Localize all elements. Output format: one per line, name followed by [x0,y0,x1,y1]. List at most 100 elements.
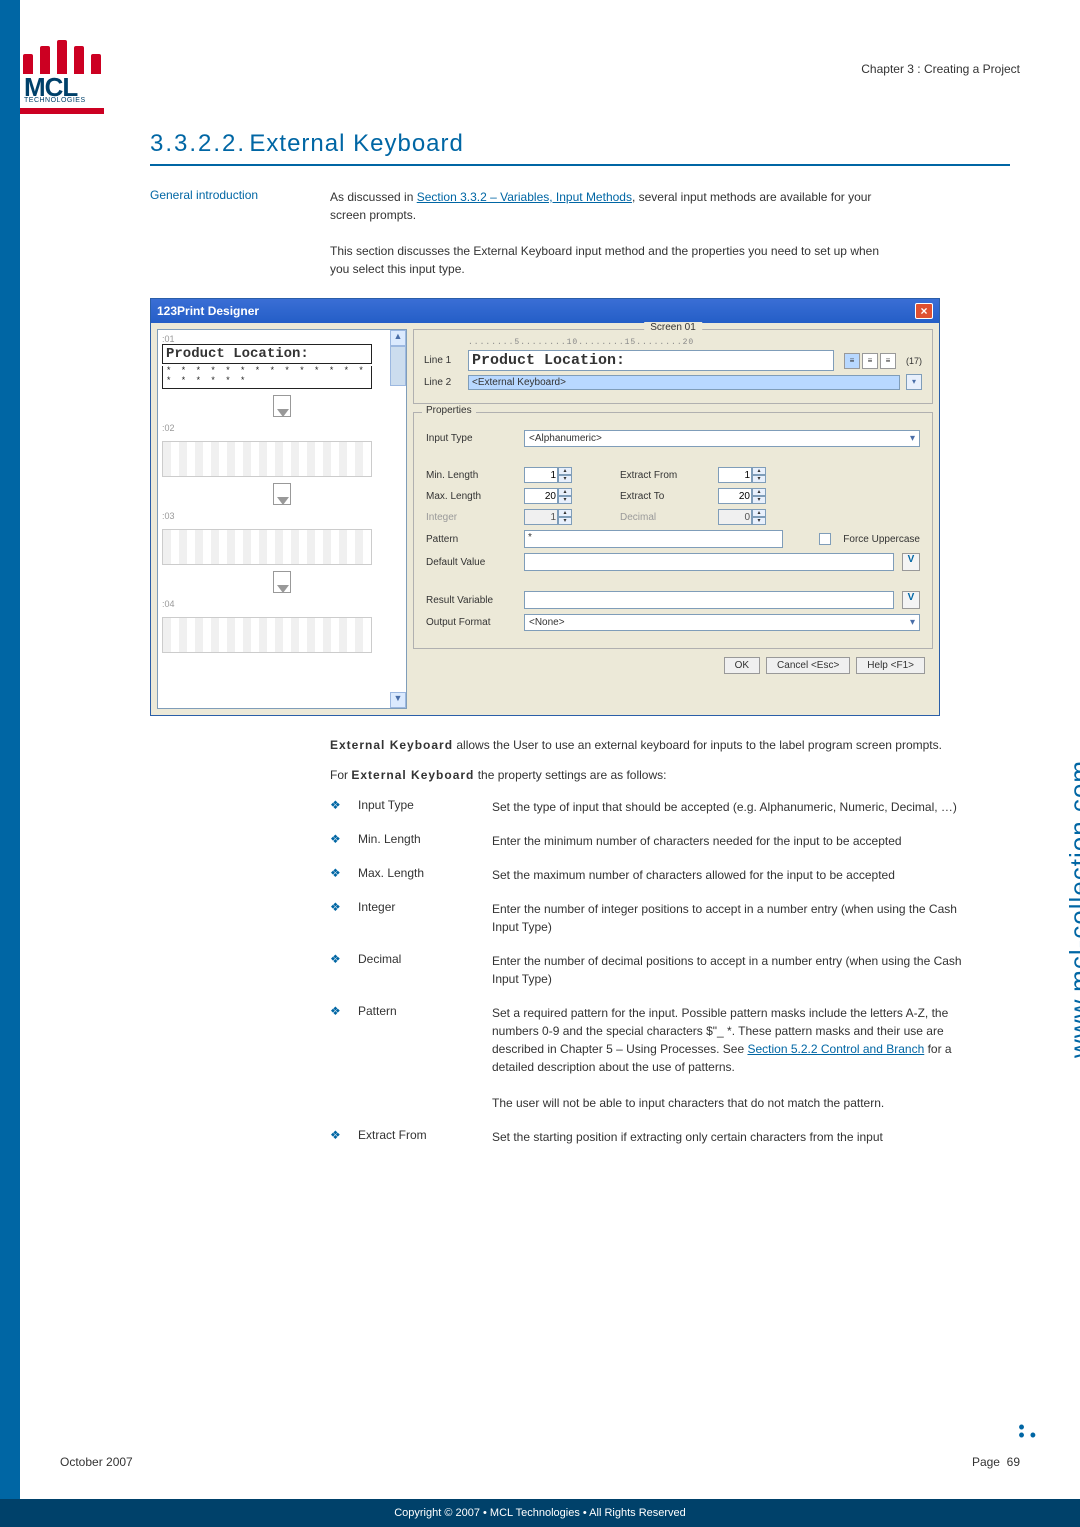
integer-label: Integer [426,512,516,523]
min-length-spinner[interactable]: ▴▾ [524,467,574,483]
preview-dots: * * * * * * * * * * * * * * * * * * * * [162,366,372,389]
result-variable-input[interactable] [524,591,894,609]
section-title: External Keyboard [249,130,463,157]
prop-name: Max. Length [358,866,478,884]
preview-pane: ▲ ▼ :01 Product Location: * * * * * * * … [157,329,407,709]
bullet-icon: ❖ [330,798,344,816]
prop-desc: Enter the number of decimal positions to… [492,952,970,988]
force-uppercase-checkbox[interactable] [819,533,831,545]
prop-desc: Enter the number of integer positions to… [492,900,970,936]
intro-paragraph-2: This section discusses the External Keyb… [330,242,890,278]
max-length-label: Max. Length [426,491,516,502]
arrow-down-icon [273,571,291,593]
list-item: ❖ Min. Length Enter the minimum number o… [330,832,970,850]
chevron-down-icon: ▾ [910,617,915,628]
prop-name: Pattern [358,1004,478,1112]
screen-legend: Screen 01 [644,322,702,333]
property-list: ❖ Input Type Set the type of input that … [330,798,970,1146]
footer-date: October 2007 [60,1455,133,1469]
close-icon[interactable]: × [915,303,933,319]
section-number: 3.3.2.2. [150,130,246,157]
extract-to-label: Extract To [620,491,710,502]
preview-label-box: Product Location: [162,344,372,364]
link-section-332[interactable]: Section 3.3.2 – Variables, Input Methods [417,190,632,204]
chevron-down-icon[interactable]: ▾ [906,374,922,390]
preview-num-3: :03 [162,511,402,521]
prop-name: Input Type [358,798,478,816]
bullet-icon: ❖ [330,866,344,884]
section-title-row: 3.3.2.2. External Keyboard [150,130,1010,166]
scroll-thumb[interactable] [390,346,406,386]
left-stripe [0,0,20,1527]
default-value-label: Default Value [426,557,516,568]
link-section-522[interactable]: Section 5.2.2 Control and Branch [747,1042,924,1056]
ruler: ........5........10........15........20 [468,338,922,347]
line1-label: Line 1 [424,355,462,366]
preview-num-1: :01 [162,334,402,344]
list-item: ❖ Pattern Set a required pattern for the… [330,1004,970,1112]
bullet-icon: ❖ [330,832,344,850]
extract-from-label: Extract From [620,470,710,481]
output-format-dropdown[interactable]: <None> ▾ [524,614,920,631]
input-type-dropdown[interactable]: <Alphanumeric> ▾ [524,430,920,447]
extract-to-spinner[interactable]: ▴▾ [718,488,768,504]
copyright-bar: Copyright © 2007 • MCL Technologies • Al… [0,1499,1080,1527]
min-length-label: Min. Length [426,470,516,481]
prop-name: Decimal [358,952,478,988]
force-uppercase-label: Force Uppercase [843,534,920,545]
pattern-input[interactable]: * [524,530,783,548]
integer-spinner: ▴▾ [524,509,574,525]
logo: MCL TECHNOLOGIES [20,30,104,114]
post-paragraph-2: For External Keyboard the property setti… [330,766,950,784]
intro-paragraph-1: As discussed in Section 3.3.2 – Variable… [330,188,910,224]
pattern-label: Pattern [426,534,516,545]
logo-stripes [20,40,104,74]
prop-desc: Set a required pattern for the input. Po… [492,1004,970,1112]
variable-picker-button[interactable]: V [902,591,920,609]
chapter-header: Chapter 3 : Creating a Project [861,62,1020,76]
cancel-button[interactable]: Cancel <Esc> [766,657,850,674]
scroll-up-icon[interactable]: ▲ [390,330,406,346]
scroll-down-icon[interactable]: ▼ [390,692,406,708]
prop-name: Extract From [358,1128,478,1146]
bullet-icon: ❖ [330,952,344,988]
max-length-spinner[interactable]: ▴▾ [524,488,574,504]
list-item: ❖ Extract From Set the starting position… [330,1128,970,1146]
intro-label: General introduction [150,188,310,224]
result-variable-label: Result Variable [426,595,516,606]
post-paragraph-1: External Keyboard allows the User to use… [330,736,950,754]
prop-desc: Set the maximum number of characters all… [492,866,970,884]
help-button[interactable]: Help <F1> [856,657,925,674]
prop-desc: Enter the minimum number of characters n… [492,832,970,850]
input-type-label: Input Type [426,433,516,444]
align-center-icon[interactable]: ≡ [862,353,878,369]
bullet-icon: ❖ [330,1004,344,1112]
bullet-icon: ❖ [330,1128,344,1146]
bullet-icon: ❖ [330,900,344,936]
line2-label: Line 2 [424,377,462,388]
variable-picker-button[interactable]: V [902,553,920,571]
align-left-icon[interactable]: ≡ [844,353,860,369]
properties-fieldset: Properties Input Type <Alphanumeric> ▾ M… [413,412,933,649]
output-format-label: Output Format [426,617,516,628]
ok-button[interactable]: OK [724,657,760,674]
extract-from-spinner[interactable]: ▴▾ [718,467,768,483]
prop-desc: Set the starting position if extracting … [492,1128,970,1146]
window-titlebar: 123Print Designer × [151,299,939,323]
line2-text[interactable]: <External Keyboard> [468,375,900,390]
footer-page: Page 69 [972,1455,1020,1469]
logo-small: TECHNOLOGIES [24,97,86,104]
designer-window: 123Print Designer × ▲ ▼ :01 Product Loca… [150,298,940,716]
line1-text[interactable]: Product Location: [468,350,834,371]
screen-fieldset: Screen 01 ........5........10........15.… [413,329,933,404]
default-value-input[interactable] [524,553,894,571]
align-right-icon[interactable]: ≡ [880,353,896,369]
decimal-spinner: ▴▾ [718,509,768,525]
preview-num-2: :02 [162,423,402,433]
prop-desc: Set the type of input that should be acc… [492,798,970,816]
side-url: www.mcl-collection.com [1064,760,1080,1058]
arrow-down-icon [273,483,291,505]
grid-box [162,529,372,565]
preview-num-4: :04 [162,599,402,609]
grid-box [162,441,372,477]
